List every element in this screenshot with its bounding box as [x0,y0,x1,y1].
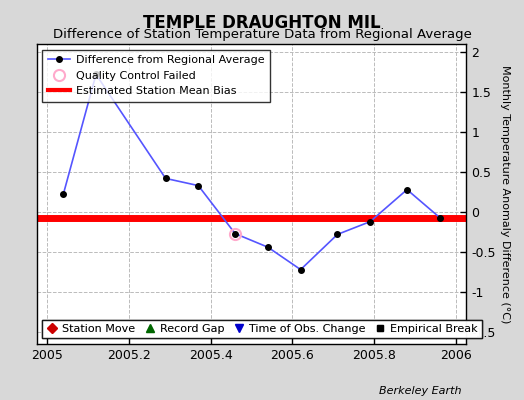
Legend: Station Move, Record Gap, Time of Obs. Change, Empirical Break: Station Move, Record Gap, Time of Obs. C… [42,320,482,338]
Text: Difference of Station Temperature Data from Regional Average: Difference of Station Temperature Data f… [52,28,472,41]
Text: TEMPLE DRAUGHTON MIL: TEMPLE DRAUGHTON MIL [143,14,381,32]
Text: Berkeley Earth: Berkeley Earth [379,386,461,396]
Y-axis label: Monthly Temperature Anomaly Difference (°C): Monthly Temperature Anomaly Difference (… [499,65,510,323]
